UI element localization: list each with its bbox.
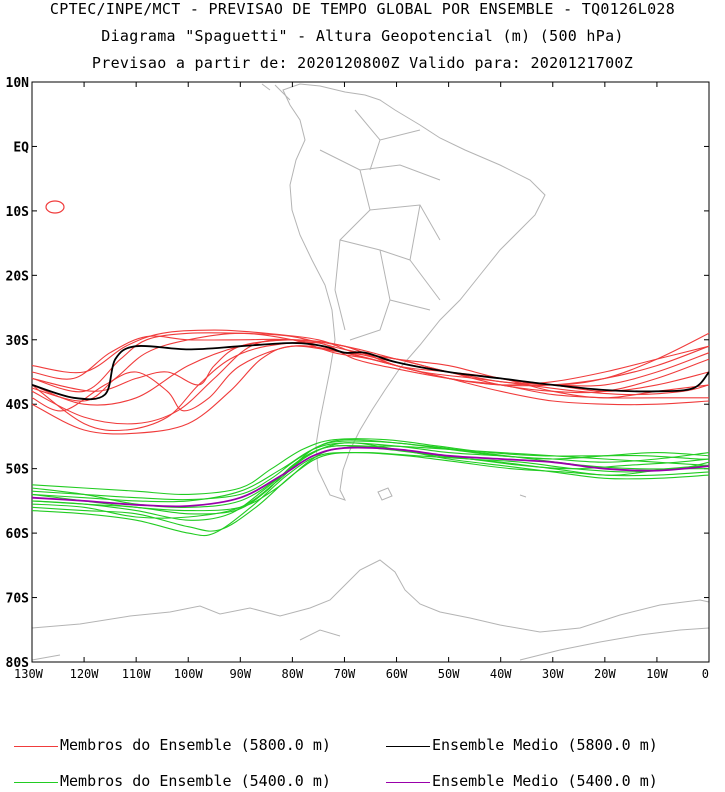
lon-tick-label: 130W	[14, 667, 44, 681]
member-5800-line-8	[31, 339, 710, 399]
member-5800-line-10	[31, 332, 710, 402]
lon-tick-label: 60W	[386, 667, 408, 681]
mean-5800-line	[31, 342, 710, 401]
lat-tick-label: 20S	[6, 269, 30, 284]
lon-tick-label: 70W	[334, 667, 356, 681]
title-line-1: CPTEC/INPE/MCT - PREVISAO DE TEMPO GLOBA…	[49, 0, 676, 18]
lat-tick-label: 10S	[6, 205, 30, 220]
lon-tick-label: 30W	[542, 667, 564, 681]
legend-label-mean-5800: Ensemble Medio (5800.0 m)	[432, 736, 658, 754]
isolated-5800-contour	[45, 200, 65, 214]
falklands-coast	[377, 487, 393, 501]
axis-ticks	[31, 81, 710, 663]
lat-tick-label: 10N	[6, 76, 30, 91]
lon-tick-label: 20W	[594, 667, 616, 681]
legend-swatch-member-5400	[14, 782, 58, 783]
antarctica-coast	[31, 559, 710, 633]
lat-tick-label: 50S	[6, 463, 30, 478]
lat-tick-label: 60S	[6, 527, 30, 542]
lon-tick-label: 0	[702, 667, 709, 681]
lon-tick-label: 100W	[174, 667, 204, 681]
central-america-coast	[261, 83, 291, 101]
lat-tick-label: 40S	[6, 398, 30, 413]
member-5400-line-3	[31, 445, 710, 521]
member-5400-line-9	[31, 440, 709, 501]
title-line-3: Previsao a partir de: 2020120800Z Valido…	[91, 54, 634, 72]
country-borders	[319, 109, 441, 341]
title-line-2: Diagrama "Spaguetti" - Altura Geopotenci…	[101, 27, 624, 45]
lat-tick-label: 80S	[6, 656, 30, 671]
legend-swatch-member-5800	[14, 746, 58, 747]
south-america-coast	[282, 83, 546, 501]
lon-tick-label: 10W	[646, 667, 668, 681]
lon-tick-label: 80W	[282, 667, 304, 681]
legend-label-mean-5400: Ensemble Medio (5400.0 m)	[432, 772, 658, 790]
lat-tick-label: 30S	[6, 334, 30, 349]
member-5400-line-7	[31, 442, 710, 503]
members-5400-series	[31, 438, 710, 537]
lon-tick-label: 110W	[122, 667, 152, 681]
member-5400-line-5	[31, 438, 710, 496]
antarctica-coast-inner	[31, 627, 710, 661]
south-georgia	[519, 494, 527, 498]
legend-label-member-5400: Membros do Ensemble (5400.0 m)	[60, 772, 331, 790]
members-5800-series	[31, 329, 710, 435]
lon-tick-label: 50W	[438, 667, 460, 681]
lon-tick-label: 120W	[70, 667, 100, 681]
member-5400-line-8	[31, 452, 710, 537]
legend-swatch-mean-5400	[386, 782, 430, 783]
member-5800-line-1	[31, 339, 710, 406]
lat-tick-label: 70S	[6, 592, 30, 607]
longitude-labels: 130W 120W 110W 100W 90W 80W 70W 60W 50W 40W 30W 20W…	[14, 667, 709, 681]
lon-tick-label: 40W	[490, 667, 512, 681]
lon-tick-label: 90W	[229, 667, 251, 681]
member-5800-line-7	[31, 345, 710, 412]
legend-label-member-5800: Membros do Ensemble (5800.0 m)	[60, 736, 331, 754]
mean-5400-line	[31, 446, 710, 508]
legend-swatch-mean-5800	[386, 746, 430, 747]
lat-tick-label: EQ	[13, 140, 29, 155]
coastline-layer	[31, 83, 710, 661]
latitude-labels: 10N EQ 10S 20S 30S 40S 50S 60S 70S 80S	[6, 76, 30, 671]
